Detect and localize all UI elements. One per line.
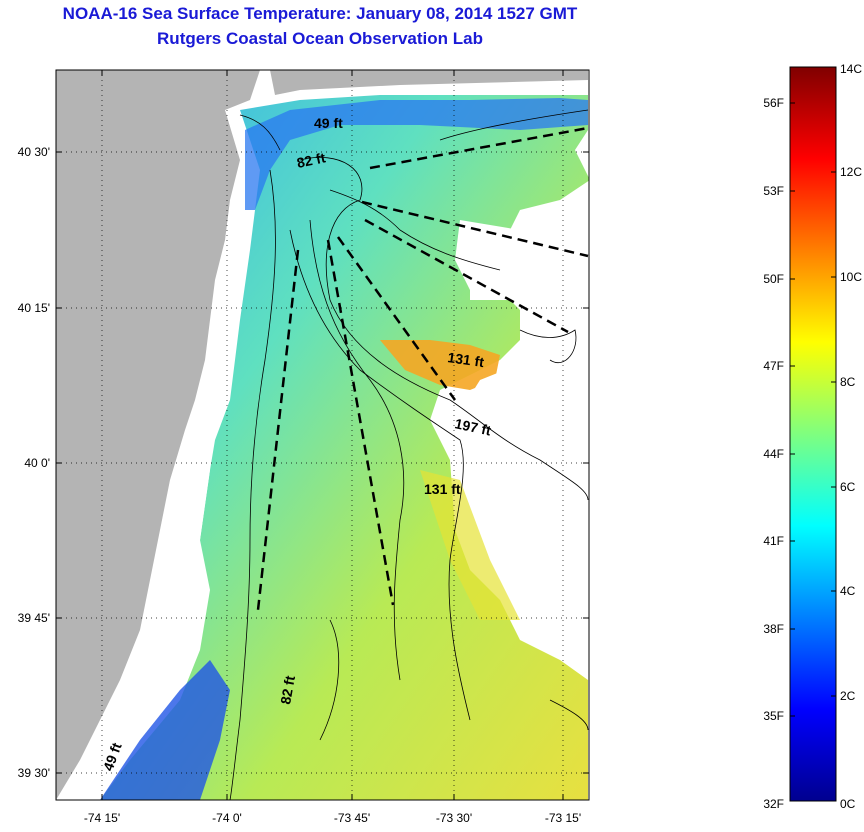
colorbar-label-f: 53F	[763, 184, 784, 198]
contour-label: 82 ft	[277, 674, 298, 705]
colorbar-label-f: 44F	[763, 447, 784, 461]
colorbar-label-f: 56F	[763, 96, 784, 110]
bathymetry-contours	[229, 109, 589, 800]
y-tick-label: 40 30'	[18, 145, 50, 159]
sst-warm-patch	[380, 340, 500, 390]
map-area: 49 ft 82 ft 131 ft 197 ft 131 ft 82 ft 4…	[56, 70, 589, 800]
colorbar-label-f: 47F	[763, 359, 784, 373]
sst-cold-north	[245, 98, 588, 210]
colorbar-ticks	[790, 102, 836, 717]
temperature-colorbar: 56F 53F 50F 47F 44F 41F 38F 35F 32F 14C …	[763, 62, 862, 811]
cloud-gap	[455, 360, 588, 660]
colorbar-label-c: 0C	[840, 797, 856, 811]
y-axis-labels: 40 30' 40 15' 40 0' 39 45' 39 30'	[18, 145, 50, 780]
colorbar-label-c: 14C	[840, 62, 862, 76]
colorbar-label-c: 2C	[840, 689, 856, 703]
colorbar-label-f: 35F	[763, 709, 784, 723]
land-long-island-tip	[270, 70, 588, 95]
map-frame	[55, 69, 590, 801]
colorbar-label-f: 41F	[763, 534, 784, 548]
y-tick-label: 39 30'	[18, 766, 50, 780]
x-tick-label: -74 15'	[84, 811, 120, 825]
map-title: NOAA-16 Sea Surface Temperature: January…	[62, 4, 578, 23]
land-new-jersey	[56, 70, 260, 800]
colorbar-label-f: 50F	[763, 272, 784, 286]
y-tick-label: 39 45'	[18, 611, 50, 625]
contour-label: 49 ft	[314, 115, 343, 131]
contour-label: 131 ft	[447, 349, 486, 370]
map-subtitle: Rutgers Coastal Ocean Observation Lab	[157, 29, 483, 48]
colorbar-label-c: 6C	[840, 480, 856, 494]
colorbar-label-c: 12C	[840, 165, 862, 179]
x-axis-labels: -74 15' -74 0' -73 45' -73 30' -73 15'	[84, 811, 581, 825]
y-tick-label: 40 0'	[24, 456, 50, 470]
frame-ticks	[56, 70, 589, 800]
contour-label: 131 ft	[424, 481, 461, 497]
graticule	[56, 70, 589, 800]
x-tick-label: -74 0'	[212, 811, 242, 825]
colorbar-label-c: 8C	[840, 375, 856, 389]
y-tick-label: 40 15'	[18, 301, 50, 315]
colorbar-label-c: 4C	[840, 584, 856, 598]
colorbar-gradient	[789, 66, 837, 802]
contour-label: 197 ft	[453, 415, 492, 438]
colorbar-label-f: 38F	[763, 622, 784, 636]
contour-label: 82 ft	[295, 149, 327, 171]
x-tick-label: -73 45'	[334, 811, 370, 825]
transect-lines	[256, 126, 589, 611]
colorbar-label-c: 10C	[840, 270, 862, 284]
sst-yellow-band	[420, 470, 520, 620]
cloud-gap	[140, 430, 210, 640]
sst-cold-southwest	[100, 660, 230, 800]
x-tick-label: -73 15'	[545, 811, 581, 825]
x-tick-label: -73 30'	[436, 811, 472, 825]
colorbar-label-f: 32F	[763, 797, 784, 811]
